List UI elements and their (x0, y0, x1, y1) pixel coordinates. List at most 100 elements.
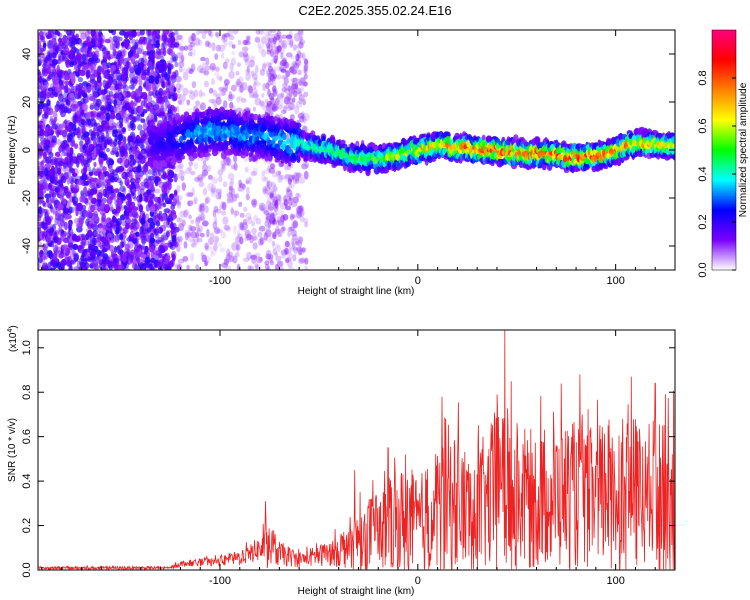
spectrogram-cell (242, 257, 250, 263)
spectrogram-cell (183, 241, 188, 249)
spectrogram-cell (131, 217, 137, 224)
spectrogram-cell (200, 232, 205, 238)
spectrogram-cell (167, 108, 172, 114)
spectrogram-cell (70, 30, 76, 35)
spectrogram-cell (230, 206, 234, 214)
spectrogram-cell (186, 200, 191, 207)
spectrogram-cell (155, 90, 160, 97)
spectrogram-cell (291, 174, 296, 180)
spectrogram-cell (124, 177, 130, 187)
spectrogram-cell (50, 173, 56, 182)
spectrogram-cell (91, 90, 99, 100)
spectrogram-cell (212, 221, 218, 230)
spectrogram-cell (116, 41, 120, 50)
spectrogram-cell (223, 79, 230, 86)
spectrogram-cell (246, 65, 250, 74)
spectrogram-cell (257, 41, 265, 50)
spectrogram-cell (71, 196, 76, 203)
spectrogram-cell (190, 170, 196, 176)
spectrogram-cell (52, 42, 60, 51)
spectrogram-cell (265, 249, 272, 257)
spectrogram-cell (198, 204, 202, 213)
spectrogram-cell (243, 39, 249, 45)
spectrogram-cell (172, 106, 178, 113)
spectrogram-cell (251, 198, 258, 206)
spectrogram-cell (124, 213, 130, 220)
spectrogram-cell (121, 254, 127, 263)
spectrogram-cell (108, 264, 113, 270)
spectrogram-cell (208, 98, 216, 104)
spectrogram-cell (209, 62, 216, 71)
spectrogram-cell (203, 168, 209, 175)
spectrogram-cell (72, 168, 79, 177)
spectrogram-cell (188, 51, 193, 57)
spectrogram-cell (60, 175, 67, 184)
spectrogram-cell (198, 105, 204, 111)
spectrogram-cell (93, 137, 99, 143)
spectrogram-cell (48, 71, 56, 77)
spectrogram-cell (289, 226, 295, 232)
spectrogram-cell (181, 182, 186, 191)
spectrogram-cell (57, 138, 61, 146)
spectrogram-cell (87, 30, 92, 35)
spectrogram-cell (280, 68, 287, 73)
spectrogram-cell (41, 221, 45, 227)
spectrogram-cell (83, 265, 87, 270)
spectrogram-cell (257, 231, 263, 238)
spectrogram-cell (58, 79, 64, 86)
spectrogram-cell (161, 90, 165, 97)
spectrogram-cell (277, 209, 285, 216)
spectrogram-cell (204, 242, 209, 250)
spectrogram-cell (116, 218, 122, 226)
spectrogram-cell (41, 253, 47, 260)
spectrogram-cell (47, 51, 51, 57)
spectrogram-cell (162, 245, 168, 252)
spectrogram-cell (195, 224, 201, 233)
spectrogram-cell (96, 74, 102, 84)
spectrogram-cell (93, 217, 100, 223)
spectrogram-cell (118, 249, 122, 256)
spectrogram-cell (90, 85, 94, 90)
spectrogram-cell (86, 41, 93, 47)
spectrogram-cell (202, 187, 208, 196)
spectrogram-cell (144, 196, 150, 204)
spectrogram-cell (87, 229, 93, 238)
spectrogram-cell (231, 194, 238, 202)
spectrogram-cell (56, 210, 62, 218)
spectrogram-cell (91, 259, 98, 267)
spectrogram-cell (222, 181, 228, 188)
spectrogram-cell (44, 193, 52, 199)
spectrogram-cell (251, 227, 257, 234)
spectrogram-cell (128, 84, 136, 90)
spectrogram-cell (141, 238, 146, 246)
spectrogram-cell (123, 157, 129, 165)
spectrogram-cell (141, 263, 147, 270)
spectrogram-cell (269, 213, 274, 222)
spectrogram-cell (61, 98, 68, 103)
spectrogram-cell (111, 146, 119, 155)
spectrogram-cell (38, 206, 43, 212)
spectrogram-cell (297, 69, 302, 76)
spectrogram-cell (193, 89, 199, 98)
spectrogram-cell (150, 186, 156, 194)
spectrogram-cell (179, 34, 184, 42)
spectrogram-cell (209, 232, 215, 239)
spectrogram-cell (62, 198, 67, 205)
spectrogram-cell (118, 93, 122, 101)
spectrogram-cell (130, 56, 136, 62)
spectrogram-cell (140, 217, 146, 225)
spectrogram-cell (254, 263, 259, 270)
spectrogram-cell (230, 84, 237, 92)
spectrogram-cell (288, 197, 293, 206)
spectrogram-cell (160, 78, 165, 88)
spectrogram-cell (232, 30, 239, 35)
spectrogram-cell (234, 210, 240, 216)
spectrogram-cell (292, 44, 297, 51)
spectrogram-cell (85, 136, 91, 143)
spectrogram-cell (38, 32, 41, 41)
spectrogram-cell (108, 30, 114, 34)
spectrogram-cell (178, 163, 183, 173)
spectrogram-cell (164, 73, 171, 81)
spectrogram-cell (134, 177, 141, 184)
spectrogram-cell (78, 156, 85, 163)
